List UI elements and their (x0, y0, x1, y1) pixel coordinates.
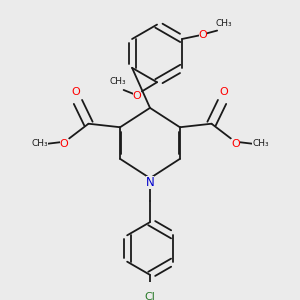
Text: N: N (146, 176, 154, 189)
Text: CH₃: CH₃ (215, 19, 232, 28)
Text: O: O (133, 91, 141, 101)
Text: CH₃: CH₃ (31, 139, 48, 148)
Text: CH₃: CH₃ (252, 139, 269, 148)
Text: CH₃: CH₃ (110, 77, 126, 86)
Text: O: O (72, 87, 81, 97)
Text: O: O (231, 139, 240, 149)
Text: O: O (199, 30, 208, 40)
Text: Cl: Cl (145, 292, 155, 300)
Text: O: O (219, 87, 228, 97)
Text: O: O (60, 139, 69, 149)
